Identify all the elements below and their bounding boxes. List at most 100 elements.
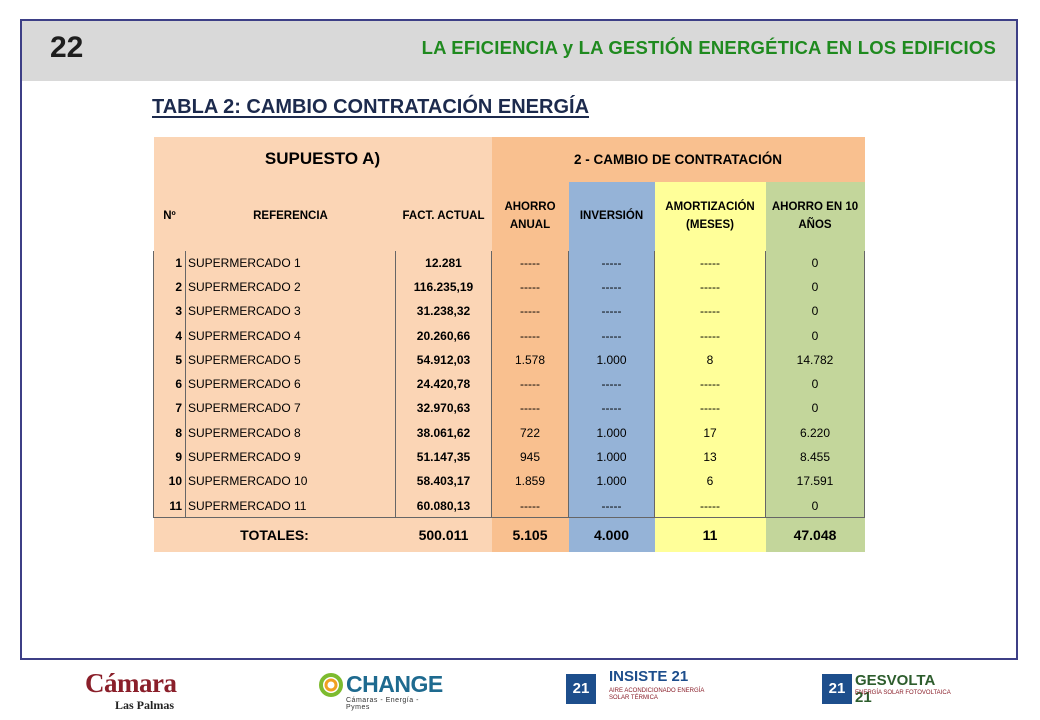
row-referencia-cell: SUPERMERCADO 11 [185, 493, 396, 519]
row-ahorro10-cell: 0 [765, 493, 865, 519]
table-row: 4 SUPERMERCADO 4 20.260,66 ----- ----- ----- 0 [153, 323, 865, 348]
header-inversion: INVERSIÓN [568, 181, 655, 251]
energy-contract-table: SUPUESTO A) 2 - CAMBIO DE CONTRATACIÓN N… [153, 136, 865, 552]
insiste-badge: 21 [566, 674, 596, 704]
row-ahorro10-cell: 8.455 [765, 444, 865, 470]
footer-logos: Cámara Las Palmas CHANGE Cámaras - Energ… [0, 668, 1040, 720]
row-amortizacion-cell: ----- [654, 396, 766, 421]
row-num-cell: 6 [153, 371, 186, 397]
gesvolta-logo: 21 GESVOLTA 21 ENERGÍA SOLAR FOTOVOLTAIC… [822, 668, 952, 716]
row-fact-cell: 60.080,13 [395, 493, 492, 519]
gesvolta-logo-sub: ENERGÍA SOLAR FOTOVOLTAICA [855, 690, 951, 696]
header-num: Nº [153, 181, 186, 251]
totals-inversion: 4.000 [568, 517, 655, 552]
row-referencia-cell: SUPERMERCADO 7 [185, 396, 396, 421]
row-ahorro10-cell: 0 [765, 371, 865, 397]
row-inversion-cell: ----- [568, 250, 655, 275]
row-num-cell: 3 [153, 299, 186, 324]
row-ahorro-cell: ----- [491, 396, 569, 421]
row-fact-cell: 32.970,63 [395, 396, 492, 421]
camara-logo-word: Cámara [85, 668, 177, 698]
row-ahorro-cell: ----- [491, 371, 569, 397]
row-inversion-cell: 1.000 [568, 469, 655, 494]
page-number: 22 [50, 31, 84, 64]
row-ahorro10-cell: 17.591 [765, 469, 865, 494]
row-amortizacion-cell: 6 [654, 469, 766, 494]
row-referencia-cell: SUPERMERCADO 5 [185, 347, 396, 372]
row-ahorro10-cell: 0 [765, 299, 865, 324]
header-referencia: REFERENCIA [185, 181, 396, 251]
row-referencia-cell: SUPERMERCADO 2 [185, 274, 396, 300]
totals-fact: 500.011 [395, 517, 492, 552]
table-top-row: SUPUESTO A) 2 - CAMBIO DE CONTRATACIÓN [153, 136, 865, 182]
row-inversion-cell: 1.000 [568, 420, 655, 445]
row-amortizacion-cell: ----- [654, 323, 766, 348]
row-amortizacion-cell: 13 [654, 444, 766, 470]
row-ahorro-cell: 1.859 [491, 469, 569, 494]
row-ahorro10-cell: 0 [765, 323, 865, 348]
row-referencia-cell: SUPERMERCADO 1 [185, 250, 396, 275]
row-inversion-cell: ----- [568, 274, 655, 300]
table-row: 9 SUPERMERCADO 9 51.147,35 945 1.000 13 8.455 [153, 444, 865, 470]
row-ahorro-cell: ----- [491, 323, 569, 348]
row-ahorro-cell: 722 [491, 420, 569, 445]
row-num-cell: 11 [153, 493, 186, 519]
row-referencia-cell: SUPERMERCADO 4 [185, 323, 396, 348]
row-ahorro-cell: ----- [491, 299, 569, 324]
row-ahorro10-cell: 14.782 [765, 347, 865, 372]
row-ahorro-cell: ----- [491, 274, 569, 300]
row-num-cell: 4 [153, 323, 186, 348]
row-amortizacion-cell: ----- [654, 274, 766, 300]
row-ahorro10-cell: 6.220 [765, 420, 865, 445]
row-ahorro-cell: 945 [491, 444, 569, 470]
table-row: 3 SUPERMERCADO 3 31.238,32 ----- ----- ----- 0 [153, 299, 865, 324]
header-ahorro-10: AHORRO EN 10 AÑOS [765, 181, 865, 251]
row-fact-cell: 12.281 [395, 250, 492, 275]
row-fact-cell: 38.061,62 [395, 420, 492, 445]
row-ahorro-cell: ----- [491, 250, 569, 275]
row-ahorro-cell: ----- [491, 493, 569, 519]
row-referencia-cell: SUPERMERCADO 10 [185, 469, 396, 494]
camara-logo: Cámara Las Palmas [85, 668, 195, 716]
change-logo: CHANGE Cámaras - Energía - Pymes [318, 668, 443, 716]
table-row: 1 SUPERMERCADO 1 12.281 ----- ----- ----- 0 [153, 250, 865, 275]
row-inversion-cell: 1.000 [568, 444, 655, 470]
row-amortizacion-cell: 8 [654, 347, 766, 372]
row-inversion-cell: 1.000 [568, 347, 655, 372]
row-ahorro10-cell: 0 [765, 396, 865, 421]
row-amortizacion-cell: ----- [654, 371, 766, 397]
row-amortizacion-cell: ----- [654, 299, 766, 324]
row-num-cell: 2 [153, 274, 186, 300]
row-num-cell: 7 [153, 396, 186, 421]
row-num-cell: 8 [153, 420, 186, 445]
row-referencia-cell: SUPERMERCADO 9 [185, 444, 396, 470]
row-amortizacion-cell: ----- [654, 250, 766, 275]
row-amortizacion-cell: ----- [654, 493, 766, 519]
row-fact-cell: 58.403,17 [395, 469, 492, 494]
table-row: 8 SUPERMERCADO 8 38.061,62 722 1.000 17 6.220 [153, 420, 865, 445]
change-logo-word: CHANGE [346, 671, 443, 697]
cambio-cell: 2 - CAMBIO DE CONTRATACIÓN [491, 136, 865, 182]
table-row: 10 SUPERMERCADO 10 58.403,17 1.859 1.000 6 17.… [153, 469, 865, 494]
row-num-cell: 5 [153, 347, 186, 372]
change-swirl-icon [319, 673, 343, 697]
insiste-logo-sub: AIRE ACONDICIONADO ENERGÍA SOLAR TÉRMICA [609, 688, 705, 701]
table-row: 7 SUPERMERCADO 7 32.970,63 ----- ----- ----- 0 [153, 396, 865, 421]
row-inversion-cell: ----- [568, 396, 655, 421]
row-referencia-cell: SUPERMERCADO 8 [185, 420, 396, 445]
change-logo-sub: Cámaras - Energía - Pymes [346, 697, 419, 711]
table-title: TABLA 2: CAMBIO CONTRATACIÓN ENERGÍA [152, 96, 590, 118]
table-row: 5 SUPERMERCADO 5 54.912,03 1.578 1.000 8 14.78… [153, 347, 865, 372]
totals-ahorro: 5.105 [491, 517, 569, 552]
row-referencia-cell: SUPERMERCADO 3 [185, 299, 396, 324]
table-row: 6 SUPERMERCADO 6 24.420,78 ----- ----- ----- 0 [153, 371, 865, 397]
camara-logo-sub: Las Palmas [115, 698, 175, 712]
table-header-row: Nº REFERENCIA FACT. ACTUAL AHORRO ANUAL … [153, 181, 865, 251]
totals-amortizacion: 11 [654, 517, 766, 552]
row-ahorro10-cell: 0 [765, 250, 865, 275]
row-inversion-cell: ----- [568, 323, 655, 348]
insiste-logo: 21 INSISTE 21 AIRE ACONDICIONADO ENERGÍA… [566, 668, 726, 716]
row-num-cell: 1 [153, 250, 186, 275]
gesvolta-badge: 21 [822, 674, 852, 704]
row-inversion-cell: ----- [568, 493, 655, 519]
